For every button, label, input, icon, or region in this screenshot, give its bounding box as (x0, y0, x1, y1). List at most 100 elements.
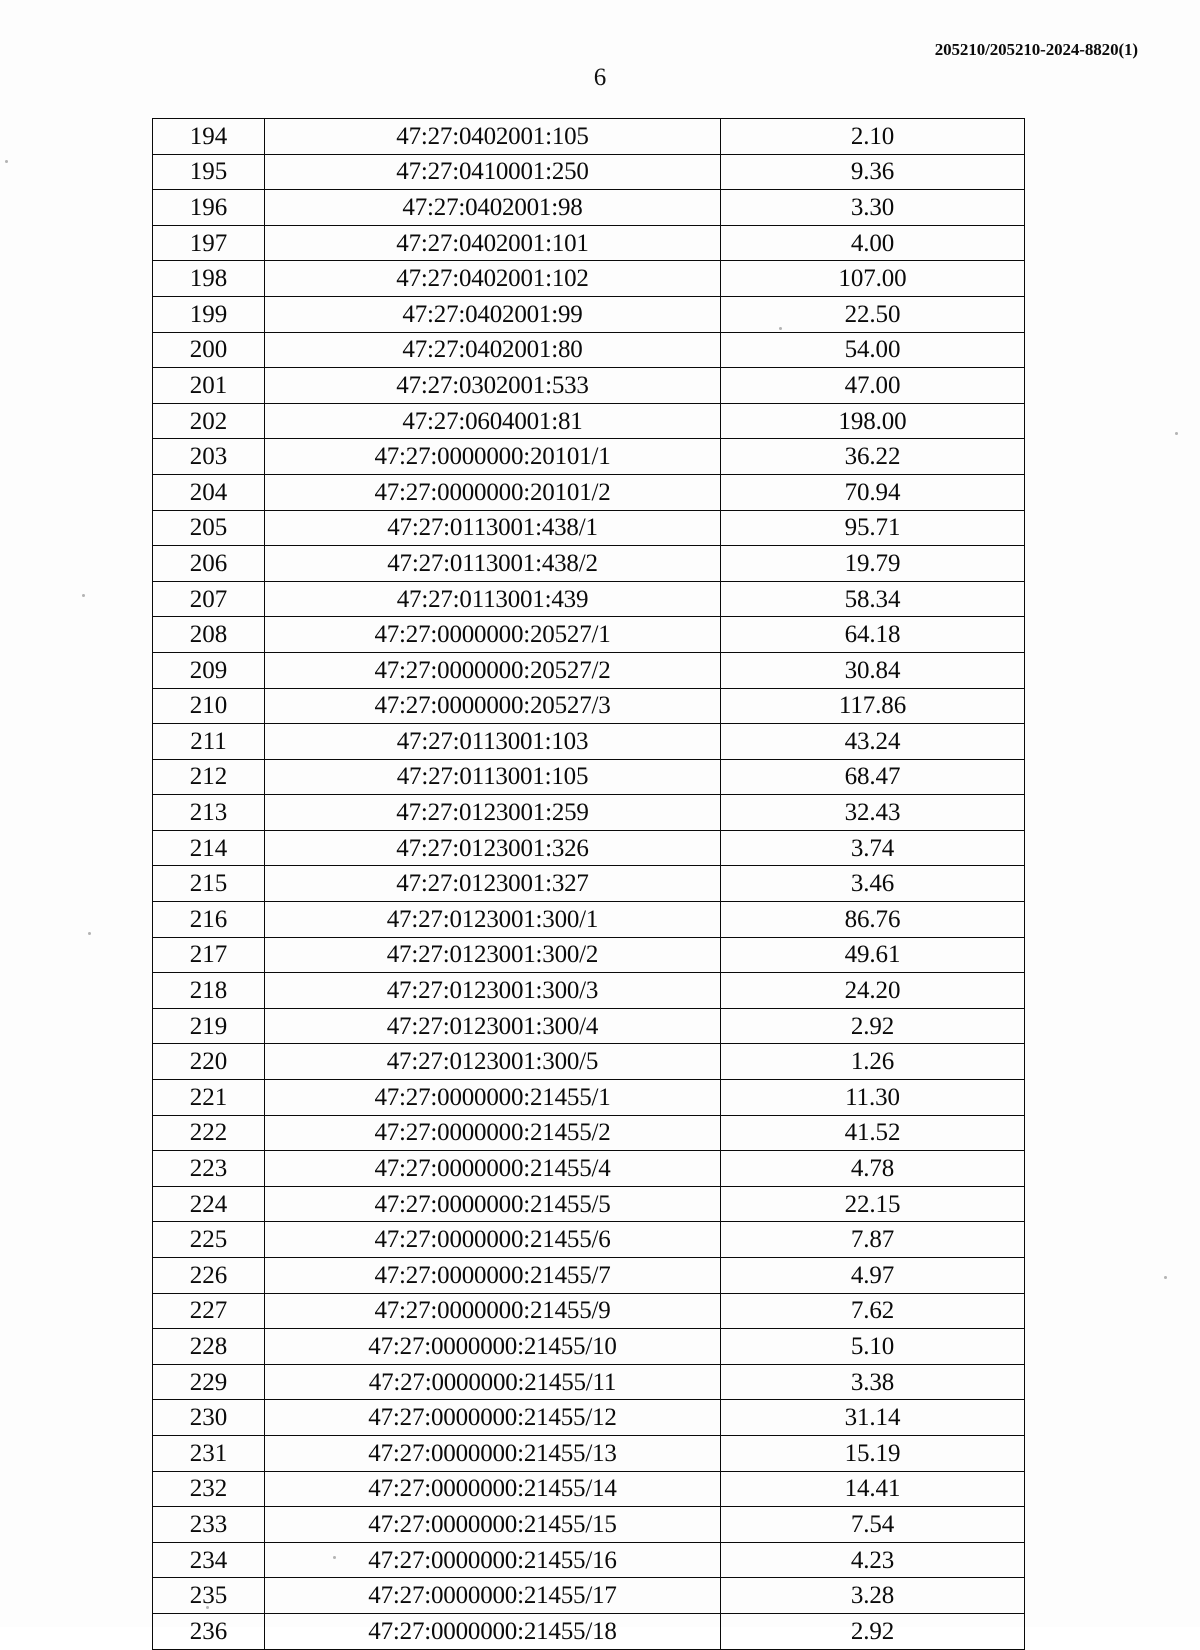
row-index-cell: 211 (152, 723, 265, 760)
cadastral-number-cell: 47:27:0000000:21455/18 (264, 1612, 721, 1650)
cadastral-number-cell: 47:27:0000000:21455/17 (264, 1577, 721, 1614)
cadastral-number-cell: 47:27:0402001:80 (264, 331, 721, 369)
area-value-cell: 3.38 (720, 1363, 1025, 1401)
area-value-cell: 4.97 (720, 1257, 1025, 1294)
cadastral-number-cell: 47:27:0000000:21455/2 (264, 1114, 721, 1152)
cadastral-number-cell: 47:27:0123001:300/2 (264, 936, 721, 974)
cadastral-number-cell: 47:27:0000000:21455/10 (264, 1328, 721, 1365)
table-row: 234 47:27:0000000:21455/16 4.23 (152, 1541, 1025, 1579)
cadastral-number-cell: 47:27:0000000:21455/12 (264, 1399, 721, 1436)
area-value-cell: 107.00 (720, 260, 1025, 297)
area-value-cell: 31.14 (720, 1399, 1025, 1436)
area-value-cell: 2.92 (720, 1007, 1025, 1045)
area-value-cell: 22.15 (720, 1185, 1025, 1223)
row-index-cell: 219 (152, 1007, 265, 1045)
registry-table: 194 47:27:0402001:105 2.10 195 47:27:0410001… (152, 118, 1025, 1650)
area-value-cell: 7.87 (720, 1221, 1025, 1258)
cadastral-number-cell: 47:27:0604001:81 (264, 402, 721, 440)
cadastral-number-cell: 47:27:0123001:300/5 (264, 1043, 721, 1081)
table-row: 212 47:27:0113001:105 68.47 (152, 758, 1025, 796)
row-index-cell: 225 (152, 1221, 265, 1258)
table-row: 204 47:27:0000000:20101/2 70.94 (152, 473, 1025, 511)
cadastral-number-cell: 47:27:0123001:300/3 (264, 972, 721, 1009)
cadastral-number-cell: 47:27:0302001:533 (264, 367, 721, 404)
scan-speckle (5, 160, 8, 163)
cadastral-number-cell: 47:27:0000000:21455/1 (264, 1079, 721, 1116)
row-index-cell: 206 (152, 545, 265, 582)
cadastral-number-cell: 47:27:0000000:20527/3 (264, 687, 721, 725)
area-value-cell: 2.10 (720, 118, 1025, 155)
row-index-cell: 224 (152, 1185, 265, 1223)
table-row: 197 47:27:0402001:101 4.00 (152, 224, 1025, 262)
area-value-cell: 198.00 (720, 402, 1025, 440)
row-index-cell: 214 (152, 829, 265, 867)
scan-speckle (88, 932, 91, 935)
table-row: 214 47:27:0123001:326 3.74 (152, 829, 1025, 867)
area-value-cell: 7.62 (720, 1292, 1025, 1330)
area-value-cell: 117.86 (720, 687, 1025, 725)
row-index-cell: 213 (152, 794, 265, 831)
table-row: 213 47:27:0123001:259 32.43 (152, 794, 1025, 831)
cadastral-number-cell: 47:27:0402001:101 (264, 224, 721, 262)
cadastral-number-cell: 47:27:0000000:20527/2 (264, 651, 721, 689)
scan-speckle (82, 594, 85, 597)
table-row: 233 47:27:0000000:21455/15 7.54 (152, 1506, 1025, 1543)
row-index-cell: 202 (152, 402, 265, 440)
area-value-cell: 19.79 (720, 545, 1025, 582)
table-row: 221 47:27:0000000:21455/1 11.30 (152, 1079, 1025, 1116)
cadastral-number-cell: 47:27:0113001:438/1 (264, 509, 721, 547)
cadastral-number-cell: 47:27:0113001:105 (264, 758, 721, 796)
area-value-cell: 3.30 (720, 189, 1025, 226)
table-row: 209 47:27:0000000:20527/2 30.84 (152, 651, 1025, 689)
row-index-cell: 203 (152, 438, 265, 475)
table-row: 196 47:27:0402001:98 3.30 (152, 189, 1025, 226)
table-row: 203 47:27:0000000:20101/1 36.22 (152, 438, 1025, 475)
cadastral-number-cell: 47:27:0000000:21455/9 (264, 1292, 721, 1330)
area-value-cell: 2.92 (720, 1612, 1025, 1650)
cadastral-number-cell: 47:27:0123001:326 (264, 829, 721, 867)
area-value-cell: 9.36 (720, 153, 1025, 191)
row-index-cell: 215 (152, 865, 265, 903)
row-index-cell: 234 (152, 1541, 265, 1579)
row-index-cell: 204 (152, 473, 265, 511)
table-row: 216 47:27:0123001:300/1 86.76 (152, 901, 1025, 938)
row-index-cell: 212 (152, 758, 265, 796)
scan-speckle (206, 1606, 209, 1609)
area-value-cell: 32.43 (720, 794, 1025, 831)
area-value-cell: 4.23 (720, 1541, 1025, 1579)
scan-speckle (333, 1556, 336, 1559)
row-index-cell: 195 (152, 153, 265, 191)
row-index-cell: 232 (152, 1470, 265, 1508)
cadastral-number-cell: 47:27:0402001:102 (264, 260, 721, 297)
table-row: 210 47:27:0000000:20527/3 117.86 (152, 687, 1025, 725)
row-index-cell: 231 (152, 1434, 265, 1472)
table-row: 200 47:27:0402001:80 54.00 (152, 331, 1025, 369)
table-row: 225 47:27:0000000:21455/6 7.87 (152, 1221, 1025, 1258)
row-index-cell: 197 (152, 224, 265, 262)
row-index-cell: 218 (152, 972, 265, 1009)
table-row: 232 47:27:0000000:21455/14 14.41 (152, 1470, 1025, 1508)
area-value-cell: 4.00 (720, 224, 1025, 262)
area-value-cell: 43.24 (720, 723, 1025, 760)
area-value-cell: 47.00 (720, 367, 1025, 404)
cadastral-number-cell: 47:27:0123001:259 (264, 794, 721, 831)
scan-speckle (1175, 432, 1178, 435)
table-row: 227 47:27:0000000:21455/9 7.62 (152, 1292, 1025, 1330)
area-value-cell: 14.41 (720, 1470, 1025, 1508)
table-row: 194 47:27:0402001:105 2.10 (152, 118, 1025, 155)
table-row: 226 47:27:0000000:21455/7 4.97 (152, 1257, 1025, 1294)
row-index-cell: 226 (152, 1257, 265, 1294)
table-row: 202 47:27:0604001:81 198.00 (152, 402, 1025, 440)
registry-table-body: 194 47:27:0402001:105 2.10 195 47:27:0410001… (152, 118, 1025, 1650)
row-index-cell: 194 (152, 118, 265, 155)
table-row: 228 47:27:0000000:21455/10 5.10 (152, 1328, 1025, 1365)
cadastral-number-cell: 47:27:0113001:438/2 (264, 545, 721, 582)
row-index-cell: 233 (152, 1506, 265, 1543)
area-value-cell: 11.30 (720, 1079, 1025, 1116)
table-row: 199 47:27:0402001:99 22.50 (152, 295, 1025, 333)
area-value-cell: 49.61 (720, 936, 1025, 974)
table-row: 229 47:27:0000000:21455/11 3.38 (152, 1363, 1025, 1401)
cadastral-number-cell: 47:27:0000000:21455/11 (264, 1363, 721, 1401)
row-index-cell: 217 (152, 936, 265, 974)
